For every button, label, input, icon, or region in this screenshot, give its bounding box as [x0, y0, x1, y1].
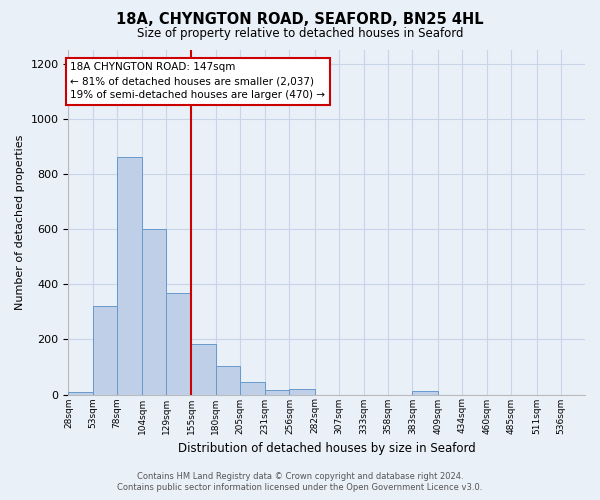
Bar: [92, 306, 117, 394]
X-axis label: Distribution of detached houses by size in Seaford: Distribution of detached houses by size …: [178, 442, 476, 455]
Bar: [216, 366, 240, 394]
Text: Size of property relative to detached houses in Seaford: Size of property relative to detached ho…: [137, 28, 463, 40]
Bar: [191, 344, 216, 394]
Bar: [240, 382, 265, 394]
Bar: [289, 389, 314, 394]
Bar: [68, 392, 92, 394]
Bar: [166, 292, 191, 394]
Text: 18A CHYNGTON ROAD: 147sqm
← 81% of detached houses are smaller (2,037)
19% of se: 18A CHYNGTON ROAD: 147sqm ← 81% of detac…: [70, 62, 325, 100]
Bar: [265, 390, 289, 394]
Text: Contains HM Land Registry data © Crown copyright and database right 2024.
Contai: Contains HM Land Registry data © Crown c…: [118, 472, 482, 492]
Bar: [412, 391, 437, 394]
Bar: [142, 229, 166, 394]
Y-axis label: Number of detached properties: Number of detached properties: [15, 134, 25, 310]
Text: 18A, CHYNGTON ROAD, SEAFORD, BN25 4HL: 18A, CHYNGTON ROAD, SEAFORD, BN25 4HL: [116, 12, 484, 28]
Bar: [117, 158, 142, 394]
